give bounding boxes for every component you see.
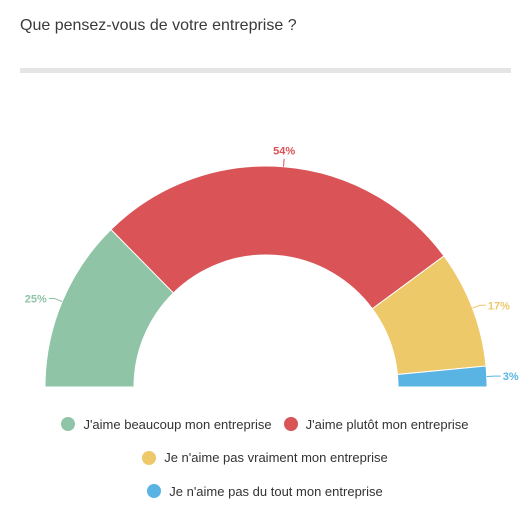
data-label: 25% [25,294,47,306]
data-label-connector [283,158,285,167]
legend-row-1: J'aime beaucoup mon entreprise J'aime pl… [0,415,530,433]
legend-swatch [147,484,162,498]
data-label: 17% [488,300,510,312]
semicircle-donut-chart: 25% 54% 17% 3% [25,146,519,388]
legend-label: Je n'aime pas vraiment mon entreprise [164,450,388,465]
legend-item-aime-pas-vraiment[interactable]: Je n'aime pas vraiment mon entreprise [142,450,388,465]
legend-item-aime-plutot[interactable]: J'aime plutôt mon entreprise [283,416,469,432]
legend-row-2: Je n'aime pas vraiment mon entreprise [0,449,530,467]
data-label: 3% [503,371,519,383]
legend-item-aime-pas-du-tout[interactable]: Je n'aime pas du tout mon entreprise [147,484,383,499]
legend-row-3: Je n'aime pas du tout mon entreprise [0,482,530,500]
donut-slice[interactable] [110,165,445,310]
legend-label: Je n'aime pas du tout mon entreprise [169,483,383,499]
donut-slice[interactable] [396,365,488,388]
chart-title: Que pensez-vous de votre entreprise ? [20,17,297,34]
legend-swatch [283,417,298,431]
legend-swatch [142,450,157,465]
legend-label: J'aime plutôt mon entreprise [305,416,469,432]
data-label-connector [472,304,486,309]
legend-swatch [61,417,76,431]
data-label-connector [48,298,63,303]
title-divider [20,68,511,73]
data-label: 54% [273,146,295,158]
chart-legend: J'aime beaucoup mon entreprise J'aime pl… [0,415,530,516]
legend-label: J'aime beaucoup mon entreprise [83,416,272,432]
legend-item-aime-beaucoup[interactable]: J'aime beaucoup mon entreprise [61,416,272,432]
